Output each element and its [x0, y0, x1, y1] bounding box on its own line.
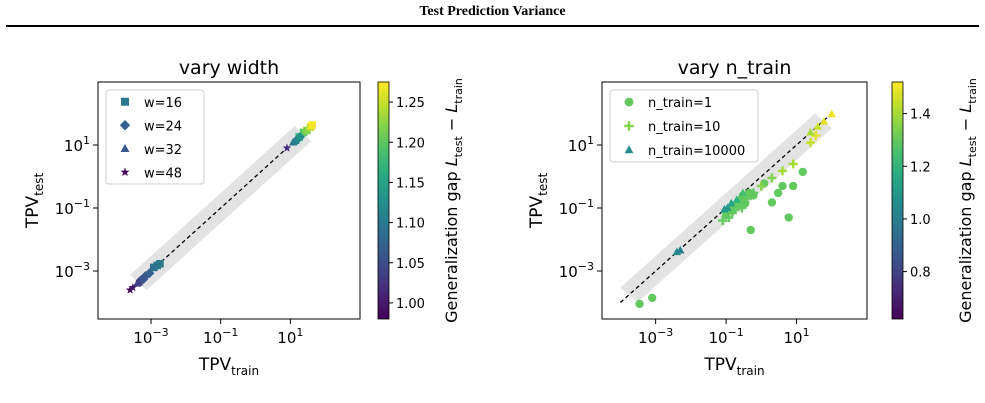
- y-tick-label: 10−3: [559, 260, 594, 281]
- legend-label: w=16: [144, 96, 182, 111]
- x-tick-label: 10−3: [638, 326, 673, 347]
- data-point: [125, 285, 135, 294]
- legend-box: [609, 89, 759, 163]
- x-tick-label: 10−1: [708, 326, 743, 347]
- legend-box: [105, 89, 205, 185]
- colorbar-tick-label: 1.4: [910, 108, 931, 123]
- chart-1: vary width 10−3 10−1 101 10−3 10−1 101 TPVtrain…: [23, 57, 465, 378]
- title-rule: [6, 25, 979, 27]
- legend-label: n_train=10: [648, 120, 720, 135]
- data-point: [756, 181, 766, 191]
- y-tick-label: 10−3: [55, 260, 90, 281]
- data-point: [742, 193, 752, 204]
- colorbar-tick-label: 1.25: [396, 96, 425, 111]
- chart-2: vary n_train 10−3 10−1 101 10−3 10−1 101 TPVtra…: [527, 57, 979, 378]
- data-point: [723, 203, 732, 212]
- data-point: [727, 198, 736, 207]
- legend-marker: [624, 97, 634, 107]
- y-axis-label: TPVtest: [23, 173, 46, 230]
- colorbar-tick-label: 1.20: [396, 136, 425, 151]
- data-point: [738, 188, 748, 197]
- data-point: [144, 268, 155, 279]
- x-axis-label: TPVtrain: [703, 355, 764, 378]
- colorbar-tick-label: 1.10: [396, 217, 425, 232]
- plot-frame: [601, 81, 868, 320]
- data-point: [291, 136, 300, 144]
- y-tick-label: 10−1: [559, 197, 594, 218]
- x-tick-label: 101: [277, 326, 303, 347]
- data-point: [788, 159, 798, 169]
- data-point: [648, 293, 657, 303]
- x-tick-label: 10−3: [133, 326, 168, 347]
- y-tick-label: 101: [568, 134, 594, 155]
- data-point: [737, 203, 747, 213]
- data-point: [767, 173, 777, 183]
- legend-marker: [119, 120, 131, 131]
- y-tick-label: 101: [64, 134, 90, 155]
- data-point: [806, 137, 816, 148]
- data-point: [282, 143, 292, 152]
- data-point: [156, 259, 164, 268]
- legend-marker: [121, 97, 129, 106]
- legend-marker: [624, 121, 634, 131]
- data-point: [813, 122, 822, 130]
- data-point: [811, 130, 821, 141]
- colorbar: [891, 81, 904, 320]
- colorbar-tick-label: 1.2: [910, 160, 931, 175]
- data-point: [308, 121, 316, 129]
- data-point: [732, 195, 741, 204]
- colorbar-tick-label: 1.00: [396, 297, 425, 312]
- legend-label: n_train=10000: [648, 144, 745, 159]
- data-point: [788, 181, 798, 191]
- data-point: [718, 215, 728, 226]
- y-tick-label: 10−1: [55, 197, 90, 218]
- data-point: [806, 127, 815, 136]
- legend-marker: [624, 145, 634, 154]
- data-point: [777, 166, 788, 176]
- x-tick-label: 10−1: [203, 326, 238, 347]
- legend-label: n_train=1: [648, 96, 712, 111]
- legend-label: w=24: [144, 119, 182, 134]
- data-point: [778, 181, 787, 191]
- x-axis-label: TPVtrain: [198, 355, 259, 378]
- data-point: [635, 299, 644, 309]
- colorbar-tick-label: 1.0: [910, 213, 931, 228]
- chart-title: vary width: [179, 57, 279, 79]
- colorbar-tick-label: 1.05: [396, 257, 425, 272]
- legend-label: w=48: [144, 166, 182, 181]
- data-point: [295, 132, 305, 142]
- colorbar-tick-label: 0.8: [910, 266, 931, 281]
- data-point: [798, 167, 807, 177]
- data-point: [134, 278, 144, 286]
- legend-marker: [120, 143, 130, 152]
- data-point: [827, 109, 836, 118]
- data-point: [784, 213, 793, 222]
- data-point: [773, 188, 783, 198]
- colorbar-label: Generalization gap Ltest − Ltrain: [956, 78, 979, 323]
- data-point: [819, 117, 829, 125]
- data-point: [748, 188, 759, 198]
- data-point: [128, 282, 138, 292]
- colorbar: [377, 81, 390, 320]
- data-point: [767, 198, 777, 207]
- chart-title: vary n_train: [678, 57, 792, 79]
- legend-marker: [120, 167, 130, 177]
- page-title: Test Prediction Variance: [419, 4, 566, 19]
- colorbar-label: Generalization gap Ltest − Ltrain: [442, 78, 465, 323]
- data-point: [746, 225, 755, 235]
- data-point: [149, 263, 158, 272]
- plot-frame: [97, 81, 361, 320]
- data-point: [676, 245, 685, 254]
- legend-label: w=32: [144, 143, 182, 158]
- reference-line: [129, 125, 312, 291]
- y-axis-label: TPVtest: [527, 173, 550, 230]
- x-tick-label: 101: [784, 326, 810, 347]
- data-point: [724, 212, 734, 223]
- colorbar-tick-label: 1.15: [396, 176, 425, 191]
